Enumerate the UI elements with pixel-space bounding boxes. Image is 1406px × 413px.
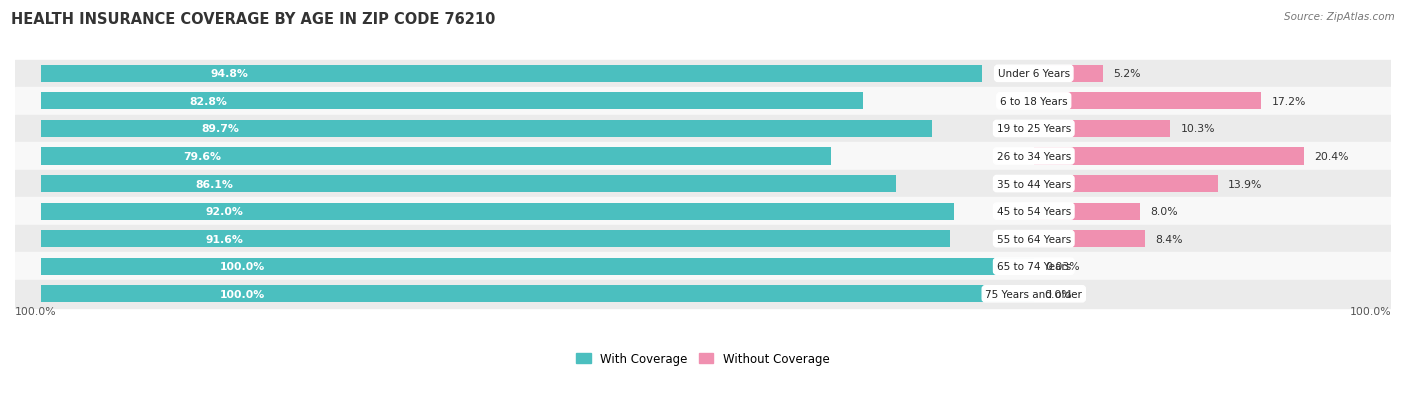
Bar bbox=[41, 148, 831, 165]
Bar bbox=[1033, 203, 1140, 220]
Text: 65 to 74 Years: 65 to 74 Years bbox=[997, 261, 1071, 272]
Bar bbox=[41, 93, 863, 110]
Text: 100.0%: 100.0% bbox=[15, 306, 56, 316]
Text: 0.03%: 0.03% bbox=[1045, 261, 1080, 272]
Bar bbox=[41, 203, 955, 220]
Bar bbox=[41, 285, 1033, 303]
Text: 92.0%: 92.0% bbox=[205, 206, 243, 216]
Text: 75 Years and older: 75 Years and older bbox=[986, 289, 1083, 299]
Text: 19 to 25 Years: 19 to 25 Years bbox=[997, 124, 1071, 134]
Text: 79.6%: 79.6% bbox=[184, 152, 222, 161]
Text: Source: ZipAtlas.com: Source: ZipAtlas.com bbox=[1284, 12, 1395, 22]
Text: 86.1%: 86.1% bbox=[195, 179, 233, 189]
Text: 45 to 54 Years: 45 to 54 Years bbox=[997, 206, 1071, 216]
Text: 100.0%: 100.0% bbox=[221, 261, 266, 272]
Text: 94.8%: 94.8% bbox=[211, 69, 249, 79]
Bar bbox=[15, 60, 1391, 88]
Text: 82.8%: 82.8% bbox=[190, 97, 228, 107]
Text: 55 to 64 Years: 55 to 64 Years bbox=[997, 234, 1071, 244]
Bar bbox=[41, 258, 1033, 275]
Text: 20.4%: 20.4% bbox=[1315, 152, 1348, 161]
Bar bbox=[1033, 148, 1303, 165]
Text: Under 6 Years: Under 6 Years bbox=[998, 69, 1070, 79]
Text: 6 to 18 Years: 6 to 18 Years bbox=[1000, 97, 1067, 107]
Bar bbox=[15, 115, 1391, 143]
Text: 91.6%: 91.6% bbox=[205, 234, 243, 244]
Text: 0.0%: 0.0% bbox=[1045, 289, 1073, 299]
Bar bbox=[15, 225, 1391, 253]
Text: 8.4%: 8.4% bbox=[1156, 234, 1182, 244]
Bar bbox=[15, 280, 1391, 308]
Text: 100.0%: 100.0% bbox=[221, 289, 266, 299]
Bar bbox=[1033, 93, 1261, 110]
Text: 100.0%: 100.0% bbox=[1350, 306, 1391, 316]
Text: 8.0%: 8.0% bbox=[1150, 206, 1178, 216]
Bar bbox=[15, 143, 1391, 170]
Text: 13.9%: 13.9% bbox=[1229, 179, 1263, 189]
Legend: With Coverage, Without Coverage: With Coverage, Without Coverage bbox=[576, 352, 830, 365]
Text: HEALTH INSURANCE COVERAGE BY AGE IN ZIP CODE 76210: HEALTH INSURANCE COVERAGE BY AGE IN ZIP … bbox=[11, 12, 496, 27]
Text: 17.2%: 17.2% bbox=[1272, 97, 1306, 107]
Bar bbox=[1033, 121, 1170, 138]
Bar bbox=[41, 176, 896, 192]
Text: 10.3%: 10.3% bbox=[1181, 124, 1215, 134]
Bar bbox=[15, 253, 1391, 280]
Bar bbox=[15, 88, 1391, 115]
Bar bbox=[41, 121, 932, 138]
Bar bbox=[1033, 176, 1218, 192]
Text: 26 to 34 Years: 26 to 34 Years bbox=[997, 152, 1071, 161]
Text: 5.2%: 5.2% bbox=[1114, 69, 1140, 79]
Bar bbox=[41, 230, 950, 248]
Bar bbox=[41, 66, 983, 83]
Bar bbox=[1033, 66, 1102, 83]
Bar bbox=[15, 170, 1391, 198]
Text: 89.7%: 89.7% bbox=[201, 124, 239, 134]
Bar bbox=[15, 198, 1391, 225]
Text: 35 to 44 Years: 35 to 44 Years bbox=[997, 179, 1071, 189]
Bar bbox=[1033, 230, 1144, 248]
